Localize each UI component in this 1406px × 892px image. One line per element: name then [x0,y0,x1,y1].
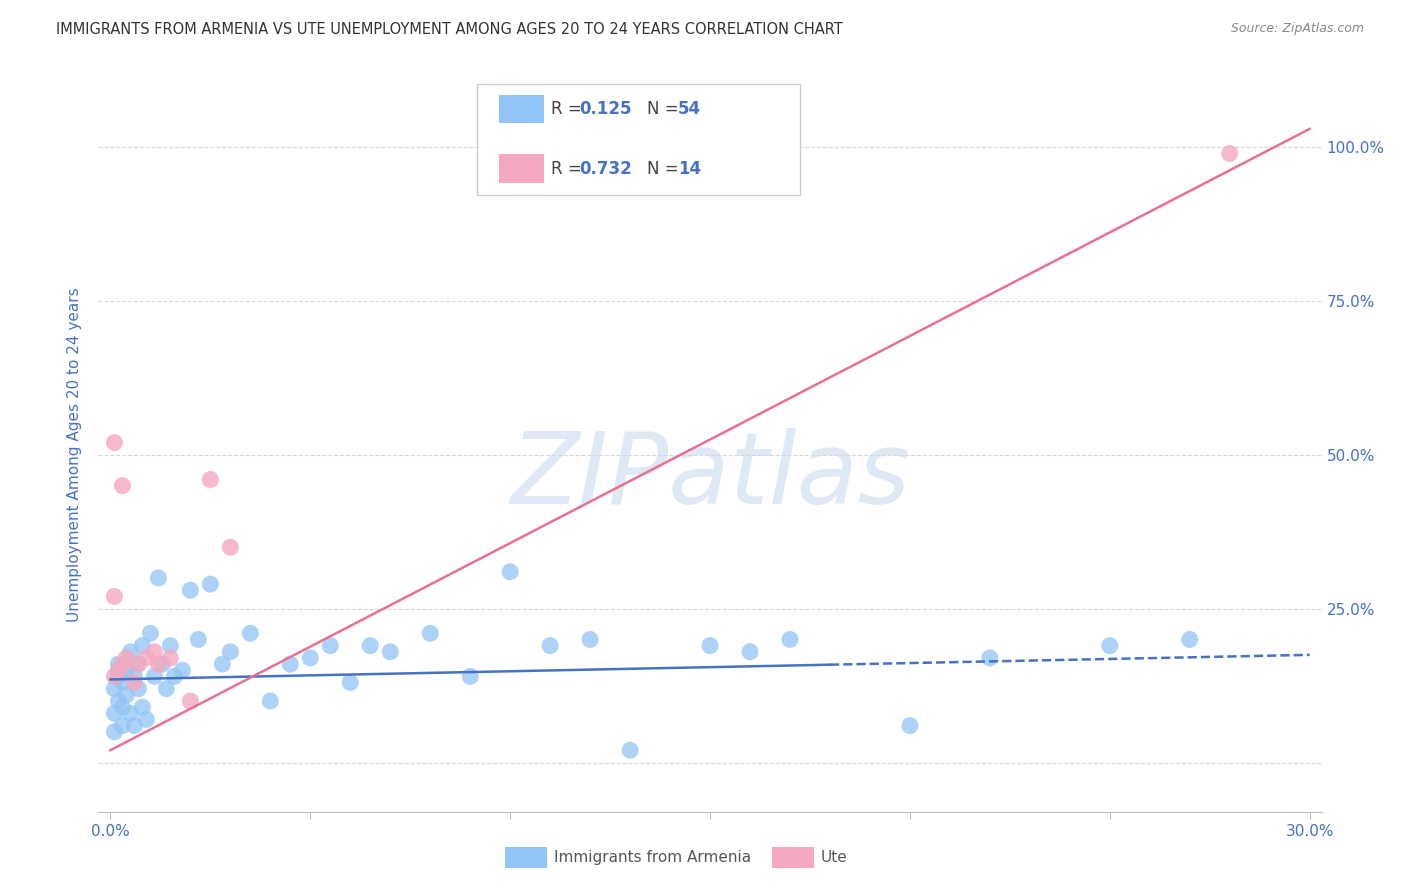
Point [1098,639,1121,653]
Point [135,713,157,727]
Point [239,626,262,640]
Point [779,632,801,647]
Point [124,675,146,690]
Point [299,651,322,665]
Point [143,669,166,683]
Text: 54: 54 [678,100,700,118]
Point [499,565,522,579]
Point [139,626,162,640]
Point [127,657,149,671]
Point [159,639,181,653]
Point [738,645,761,659]
Point [115,651,138,665]
Point [159,651,181,665]
Point [127,657,149,671]
Point [107,657,129,671]
Point [120,706,142,721]
Point [120,645,142,659]
Point [127,681,149,696]
Point [103,669,125,683]
Point [163,669,186,683]
Point [111,657,134,671]
Text: ZIPatlas: ZIPatlas [510,428,910,524]
Point [187,632,209,647]
Point [115,663,138,677]
Point [200,473,222,487]
Point [278,657,301,671]
Text: 0.732: 0.732 [579,160,633,178]
Point [380,645,402,659]
Text: N =: N = [647,160,683,178]
Point [150,657,173,671]
Text: IMMIGRANTS FROM ARMENIA VS UTE UNEMPLOYMENT AMONG AGES 20 TO 24 YEARS CORRELATIO: IMMIGRANTS FROM ARMENIA VS UTE UNEMPLOYM… [56,22,844,37]
Point [148,657,170,671]
Point [172,663,194,677]
Text: Source: ZipAtlas.com: Source: ZipAtlas.com [1230,22,1364,36]
Text: R =: R = [551,100,588,118]
Point [107,694,129,708]
Point [419,626,441,640]
Point [155,681,177,696]
Point [211,657,233,671]
Point [339,675,361,690]
Point [103,681,125,696]
Point [538,639,561,653]
Point [135,651,157,665]
Point [107,663,129,677]
Point [179,583,201,598]
Point [107,669,129,683]
Point [579,632,602,647]
Text: 14: 14 [678,160,700,178]
Point [458,669,481,683]
Point [619,743,641,757]
Text: 0.125: 0.125 [579,100,631,118]
Point [111,675,134,690]
Point [148,571,170,585]
Point [103,590,125,604]
Point [1178,632,1201,647]
Point [124,718,146,732]
Y-axis label: Unemployment Among Ages 20 to 24 years: Unemployment Among Ages 20 to 24 years [67,287,83,623]
Point [259,694,281,708]
Point [111,478,134,492]
Point [359,639,381,653]
Point [179,694,201,708]
Point [124,669,146,683]
Point [898,718,921,732]
Point [131,639,153,653]
Text: Ute: Ute [821,850,848,864]
Point [319,639,342,653]
Text: N =: N = [647,100,683,118]
Point [131,700,153,714]
Text: R =: R = [551,160,588,178]
Point [143,645,166,659]
Text: Immigrants from Armenia: Immigrants from Armenia [554,850,751,864]
Point [111,700,134,714]
Point [103,724,125,739]
Point [699,639,721,653]
Point [115,688,138,702]
Point [103,435,125,450]
Point [1219,146,1241,161]
Point [219,540,242,554]
Point [979,651,1001,665]
Point [111,718,134,732]
Point [219,645,242,659]
Point [200,577,222,591]
Point [103,706,125,721]
